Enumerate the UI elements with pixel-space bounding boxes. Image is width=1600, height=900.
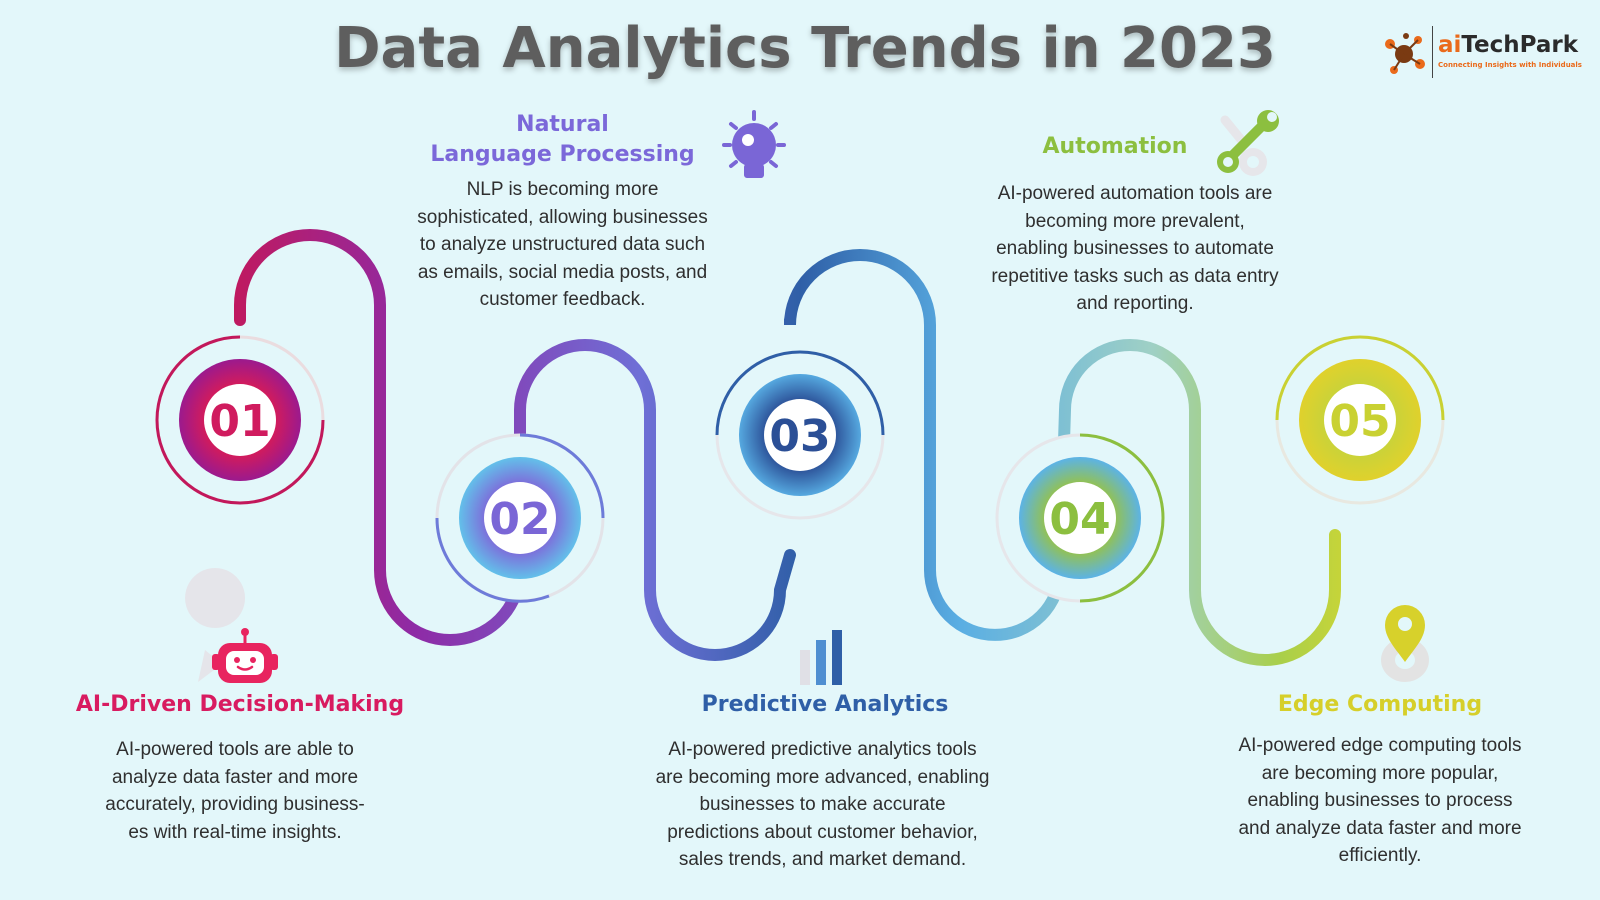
step-heading-01: AI-Driven Decision-Making <box>75 692 405 717</box>
logo-divider <box>1432 26 1433 78</box>
page-title: Data Analytics Trends in 2023 <box>334 16 1276 81</box>
wrench-gear-icon <box>1217 110 1279 176</box>
aitechpark-logo: aiTechPark Connecting Insights with Indi… <box>1380 24 1590 80</box>
bar-chart-icon <box>800 630 842 685</box>
step-circle-02: 02 <box>435 433 605 603</box>
step-text-03: AI-powered predictive analytics tools ar… <box>655 739 990 870</box>
robot-chat-icon <box>185 568 278 683</box>
step-heading-02: Natural Language Processing <box>410 110 715 170</box>
logo-wordmark-rest: TechPark <box>1461 32 1579 58</box>
step-text-01: AI-powered tools are able to analyze dat… <box>105 739 365 843</box>
location-pin-icon <box>1381 605 1429 682</box>
step-heading-03: Predictive Analytics <box>701 692 949 717</box>
logo-wordmark: aiTechPark <box>1438 32 1578 58</box>
step-number-02: 02 <box>489 494 550 545</box>
step-number-04: 04 <box>1049 494 1110 545</box>
step-heading-04: Automation <box>1042 134 1188 159</box>
step-circle-03: 03 <box>715 350 885 520</box>
step-circle-01: 01 <box>155 335 325 505</box>
step-circle-04: 04 <box>995 433 1165 603</box>
logo-tagline: Connecting Insights with Individuals <box>1438 61 1582 69</box>
step-text-05: AI-powered edge computing tools are beco… <box>1238 735 1522 866</box>
step-text-04: AI-powered automation tools are becoming… <box>991 183 1279 314</box>
step-number-01: 01 <box>209 396 270 447</box>
step-circle-05: 05 <box>1275 335 1445 505</box>
step-number-05: 05 <box>1329 396 1390 447</box>
logo-network-icon <box>1385 33 1425 74</box>
step-heading-02-line1: Natural <box>516 112 609 137</box>
lightbulb-icon <box>722 110 786 178</box>
step-heading-05: Edge Computing <box>1277 692 1483 717</box>
step-heading-02-line2: Language Processing <box>430 142 695 167</box>
step-number-03: 03 <box>769 411 830 462</box>
step-text-02: NLP is becoming more sophisticated, allo… <box>417 179 708 310</box>
logo-wordmark-accent: ai <box>1438 32 1462 58</box>
